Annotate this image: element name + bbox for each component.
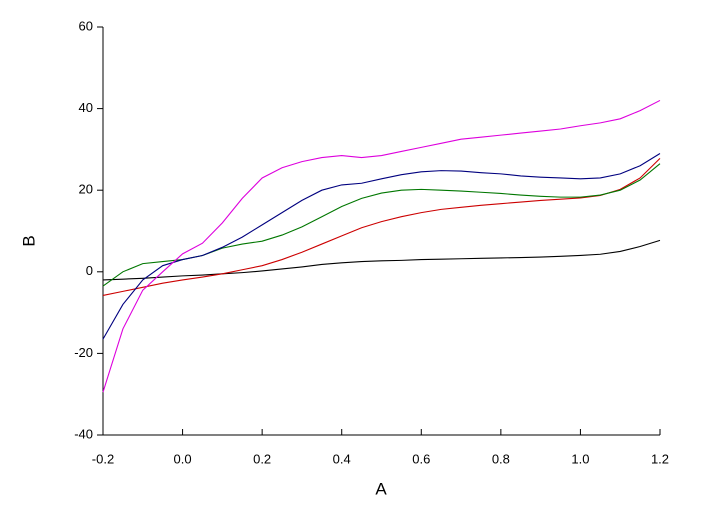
y-tick-label: 20 <box>79 182 93 197</box>
series-line <box>102 153 661 340</box>
y-tick-label: 60 <box>79 18 93 33</box>
y-tick-label: 0 <box>86 263 93 278</box>
x-tick-label: 1.0 <box>571 451 589 466</box>
x-tick-label: 1.2 <box>651 451 669 466</box>
x-tick-label: 0.0 <box>174 451 192 466</box>
series-line <box>102 99 661 393</box>
x-tick-label: 0.4 <box>333 451 351 466</box>
y-axis-title: B <box>19 235 38 246</box>
x-axis-title: A <box>375 479 387 498</box>
x-tick-label: 0.8 <box>492 451 510 466</box>
y-tick-label: -20 <box>74 345 93 360</box>
x-tick-label: -0.2 <box>92 451 114 466</box>
series-line <box>102 163 661 287</box>
series-line <box>102 157 661 297</box>
series-line <box>102 239 661 281</box>
y-tick-label: 40 <box>79 100 93 115</box>
x-tick-label: 0.2 <box>253 451 271 466</box>
y-tick-label: -40 <box>74 426 93 441</box>
x-tick-label: 0.6 <box>412 451 430 466</box>
